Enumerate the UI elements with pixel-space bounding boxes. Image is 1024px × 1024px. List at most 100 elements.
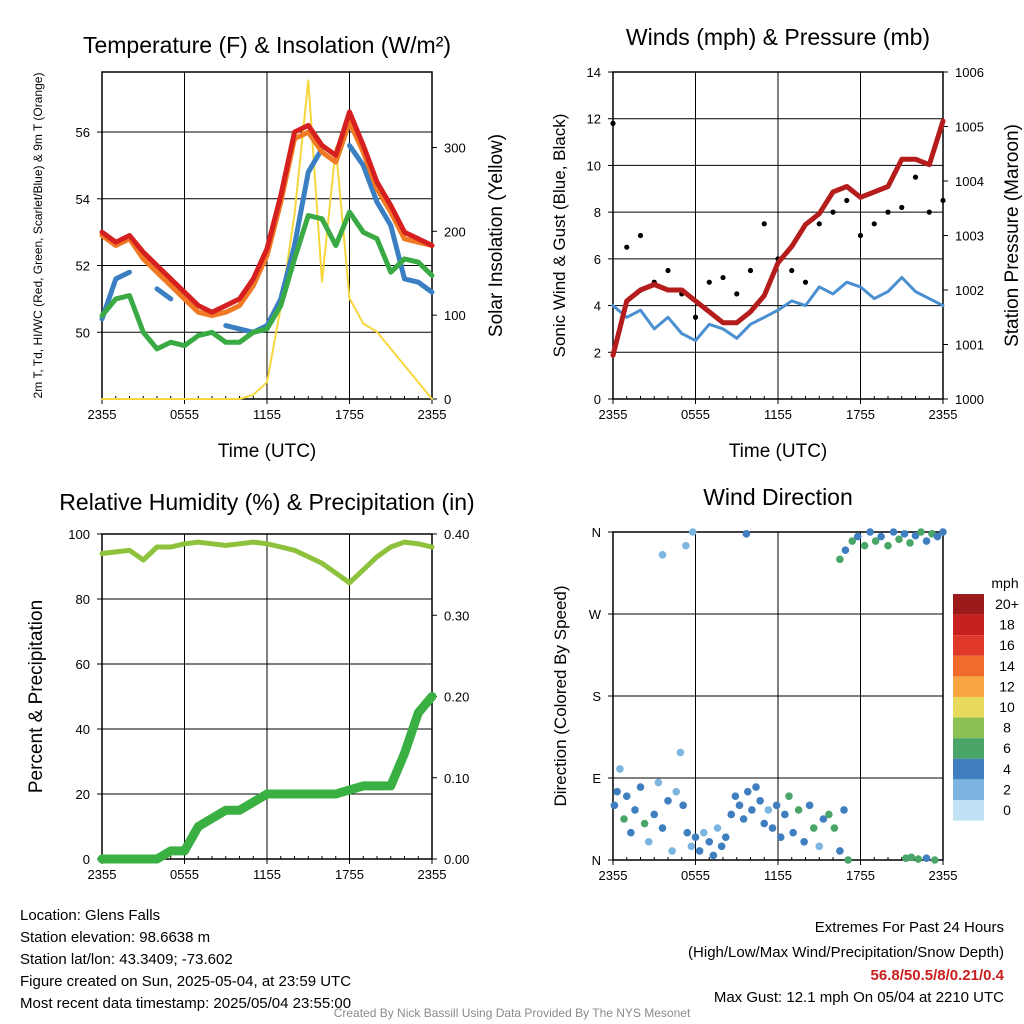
legend-swatch [953,594,984,615]
x-axis-label: Time (UTC) [729,441,828,462]
legend-label: 10 [999,699,1015,715]
y2-tick-label: 100 [444,308,466,323]
direction-point [819,815,828,823]
y-tick-label: 4 [594,299,601,314]
y-tick-label: E [592,771,601,786]
figure-created: Figure created on Sun, 2025-05-04, at 23… [20,973,352,990]
direction-point [815,842,824,851]
direction-point [616,765,624,773]
direction-point [695,847,704,855]
y2-tick-label: 0.10 [444,771,469,786]
direction-point [658,824,667,832]
y2-tick-label: 1003 [955,229,984,244]
y-tick-label: 12 [587,112,601,127]
direction-point [705,837,714,846]
legend-swatch [953,697,984,718]
direction-point [930,856,939,864]
y2-tick-label: 0.20 [444,690,469,705]
extremes-gust: Max Gust: 12.1 mph On 05/04 at 2210 UTC [713,989,1004,1006]
legend-label: 12 [999,678,1015,694]
legend-label: 2 [1003,781,1011,797]
x-tick-label: 2355 [88,407,117,422]
y-tick-label: 2 [594,345,601,360]
direction-point [664,796,672,805]
direction-point [906,539,914,547]
gust-point [816,221,822,227]
gust-point [912,174,919,180]
temperature-9m-line [99,119,435,319]
chart-1: 2355 0555 1155 1755 2355 50 52 54 56 0 100 200 300 Te… [31,32,507,462]
x-tick-label: 2355 [88,867,117,882]
legend-label: 18 [999,617,1015,633]
station-elevation: Station elevation: 98.6638 m [20,929,211,946]
x-tick-label: 1755 [846,407,875,422]
precipitation-line [97,692,437,864]
direction-point [907,853,916,862]
direction-point [830,824,839,832]
direction-point [895,535,903,544]
x-tick-label: 1755 [846,868,875,883]
direction-point [760,819,769,828]
direction-point [713,824,722,832]
y-tick-label: 80 [76,592,90,607]
x-tick-label: 1155 [764,868,792,883]
x-tick-label: 2355 [599,868,628,883]
temperature-2m-line [99,109,435,315]
direction-point [640,819,649,828]
direction-point [800,837,808,846]
direction-point [794,806,803,814]
direction-point [841,546,850,555]
y-tick-label: N [592,525,601,540]
gust-point [940,197,946,204]
legend-swatch [953,738,984,759]
direction-point [836,555,844,564]
heat-index-line [99,142,435,335]
direction-point [884,541,892,550]
legend-label: 8 [1003,720,1011,736]
direction-point [654,778,663,787]
speed-legend: mph 20+ 18 16 14 12 10 8 6 4 2 0 [953,575,1019,821]
y-tick-label: 0 [594,392,601,407]
legend-swatch [953,676,984,697]
y-tick-label: N [592,853,601,868]
station-location: Location: Glens Falls [20,907,161,924]
y-tick-label: 20 [76,787,90,802]
direction-point [756,796,764,805]
gust-point [637,232,644,239]
direction-point [672,787,681,796]
direction-point [900,530,909,538]
direction-point [743,787,752,796]
x-tick-label: 2355 [418,407,447,422]
y-tick-label: 6 [594,252,601,267]
direction-point [789,828,797,837]
y2-tick-label: 0 [444,392,451,407]
y-tick-label: 60 [76,657,90,672]
direction-point [709,851,718,860]
direction-point [933,532,942,541]
y2-tick-label: 1004 [955,174,984,189]
x-tick-label: 1155 [253,867,281,882]
direction-point [650,810,659,819]
chart-title: Temperature (F) & Insolation (W/m²) [83,32,451,58]
direction-point [688,528,697,536]
direction-point [676,748,685,757]
direction-point [644,837,653,846]
gust-point [844,197,850,204]
direction-point [840,806,848,814]
gust-point [720,274,726,281]
direction-point [860,541,869,550]
direction-point [871,537,880,545]
chart-title: Winds (mph) & Pressure (mb) [626,24,930,50]
y-tick-label: W [589,607,602,622]
direction-point [836,847,844,855]
direction-point [631,806,639,814]
direction-point [922,854,931,862]
direction-point [668,847,676,855]
y-tick-label: 52 [76,259,90,274]
y2-tick-label: 1001 [955,338,984,353]
legend-label: 14 [999,658,1015,674]
sonic-wind-line [611,276,945,343]
legend-label: 6 [1003,740,1011,756]
legend-swatch [953,800,984,821]
